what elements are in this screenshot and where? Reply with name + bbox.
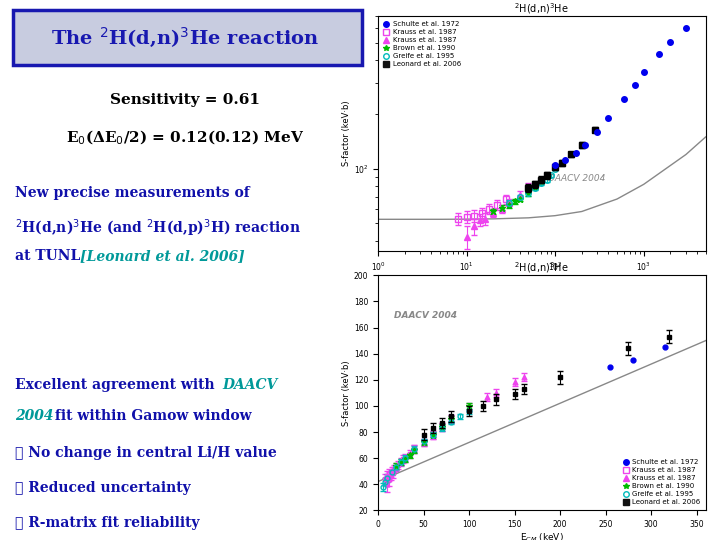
Text: Excellent agreement with: Excellent agreement with bbox=[15, 378, 220, 392]
Text: Sensitivity = 0.61: Sensitivity = 0.61 bbox=[110, 93, 261, 107]
Text: New precise measurements of: New precise measurements of bbox=[15, 186, 250, 200]
Text: E$_0$(ΔE$_0$/2) = 0.12(0.12) MeV: E$_0$(ΔE$_0$/2) = 0.12(0.12) MeV bbox=[66, 129, 305, 147]
Text: DAACV 2004: DAACV 2004 bbox=[395, 310, 457, 320]
Title: $^{2}$H(d,n)$^{3}$He: $^{2}$H(d,n)$^{3}$He bbox=[514, 261, 570, 275]
Y-axis label: S-factor (keV·b): S-factor (keV·b) bbox=[342, 101, 351, 166]
Text: The $^{2}$H(d,n)$^{3}$He reaction: The $^{2}$H(d,n)$^{3}$He reaction bbox=[51, 25, 320, 49]
Y-axis label: S-factor (keV·b): S-factor (keV·b) bbox=[342, 360, 351, 426]
Text: [Leonard et al. 2006]: [Leonard et al. 2006] bbox=[80, 249, 245, 263]
Text: ➤ No change in central Li/H value: ➤ No change in central Li/H value bbox=[15, 446, 276, 460]
X-axis label: E$_{CM}$ (keV): E$_{CM}$ (keV) bbox=[520, 532, 564, 540]
Legend: Schulte et al. 1972, Krauss et al. 1987, Krauss et al. 1987, Brown et al. 1990, : Schulte et al. 1972, Krauss et al. 1987,… bbox=[621, 457, 702, 507]
Legend: Schulte et al. 1972, Krauss et al. 1987, Krauss et al. 1987, Brown et al. 1990, : Schulte et al. 1972, Krauss et al. 1987,… bbox=[382, 19, 462, 69]
Text: DAACV: DAACV bbox=[222, 378, 278, 392]
FancyBboxPatch shape bbox=[13, 10, 361, 65]
Text: $^{2}$H(d,n)$^{3}$He (and $^{2}$H(d,p)$^{3}$H) reaction: $^{2}$H(d,n)$^{3}$He (and $^{2}$H(d,p)$^… bbox=[15, 218, 301, 239]
Text: at TUNL: at TUNL bbox=[15, 249, 85, 263]
Text: DAACV 2004: DAACV 2004 bbox=[549, 174, 606, 183]
Title: $^{2}$H(d,n)$^{3}$He: $^{2}$H(d,n)$^{3}$He bbox=[514, 2, 570, 16]
Text: ➤ R-matrix fit reliability: ➤ R-matrix fit reliability bbox=[15, 516, 199, 530]
Text: ➤ Reduced uncertainty: ➤ Reduced uncertainty bbox=[15, 481, 191, 495]
Text: 2004: 2004 bbox=[15, 409, 53, 423]
Text: fit within Gamow window: fit within Gamow window bbox=[50, 409, 252, 423]
X-axis label: E$_{CM}$ (keV): E$_{CM}$ (keV) bbox=[520, 276, 564, 288]
